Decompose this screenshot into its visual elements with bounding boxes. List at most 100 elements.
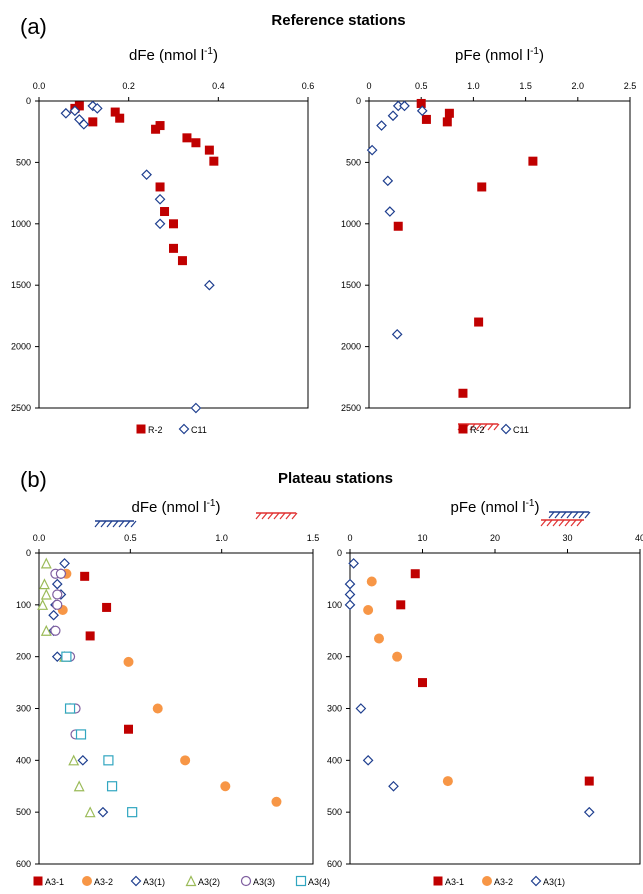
y-tick-label: 1000 [11, 219, 31, 229]
data-point [169, 219, 178, 229]
y-tick-label: 500 [16, 157, 31, 167]
y-tick-label: 0 [26, 548, 31, 558]
series-A3-1 [80, 571, 134, 734]
chart-a-dfe: dFe (nmol l-1) 0.0 0.2 0.4 0.6 0 500 1000 1500 20… [11, 46, 314, 435]
data-point [155, 121, 165, 131]
data-point [169, 243, 178, 253]
data-point [421, 114, 431, 124]
panel-b-section-title: Plateau stations [277, 470, 394, 487]
data-point [51, 651, 63, 663]
chart-b-dfe: dFe (nmol l-1) 0.0 0.5 1.0 1.5 0 100 200 300 400 5… [16, 498, 330, 887]
data-point [271, 796, 282, 807]
plot-frame [368, 100, 631, 409]
data-point [123, 656, 134, 667]
data-point [40, 624, 52, 636]
legend-label: A3(1) [143, 877, 165, 887]
data-point [204, 279, 215, 291]
legend-marker [185, 875, 197, 887]
legend: A3-1 A3-2 A3(1) A3(2) A3(3) A3(4) [33, 875, 330, 887]
y-tick-label: 300 [16, 704, 31, 714]
data-point [103, 755, 114, 766]
y-tick-label: 500 [346, 157, 361, 167]
data-point [73, 780, 85, 792]
data-point [78, 118, 90, 130]
x-tick-label: 10 [417, 533, 427, 543]
data-point [160, 207, 170, 217]
legend-marker [295, 875, 307, 887]
data-point [191, 138, 201, 148]
chart-title: dFe (nmol l-1) [129, 46, 218, 64]
data-point [75, 729, 87, 740]
chart-title: dFe (nmol l-1) [132, 498, 221, 516]
legend-label: C11 [191, 425, 207, 435]
data-point [40, 588, 52, 600]
data-point [88, 117, 98, 127]
data-point [366, 576, 377, 587]
y-tick-label: 1000 [341, 219, 361, 229]
legend-label: A3(1) [543, 877, 565, 887]
x-tick-label: 0.2 [122, 81, 135, 91]
data-point [155, 182, 165, 192]
data-point [418, 678, 427, 688]
data-point [391, 328, 403, 340]
data-point [584, 776, 594, 786]
data-point [102, 602, 112, 612]
data-point [51, 578, 63, 590]
y-tick-label: 0 [356, 96, 361, 106]
data-point [376, 120, 387, 131]
y-tick-label: 400 [327, 755, 342, 765]
data-point [154, 193, 166, 205]
data-point [416, 98, 426, 108]
legend-label: R-2 [470, 425, 485, 435]
data-point [182, 133, 192, 143]
legend-label: A3-1 [445, 877, 464, 887]
legend: A3-1 A3-2 A3(1) [433, 875, 565, 887]
data-point [40, 557, 52, 569]
y-tick-label: 2000 [341, 342, 361, 352]
legend-marker [500, 423, 512, 435]
x-tick-label: 0 [347, 533, 352, 543]
y-tick-label: 600 [327, 859, 342, 869]
chart-b-pfe: pFe (nmol l-1)0 10 20 30 4001002003004005006… [327, 498, 643, 887]
data-point [416, 105, 428, 117]
data-point [344, 578, 356, 590]
legend-marker [136, 424, 146, 434]
data-point [442, 776, 453, 787]
y-tick-label: 400 [16, 755, 31, 765]
legend-marker [33, 876, 43, 886]
x-tick-label: 0.4 [212, 81, 225, 91]
data-point [154, 218, 166, 230]
data-point [124, 724, 134, 734]
series-A3(4) [61, 651, 138, 818]
x-tick-label: 0.0 [33, 533, 46, 543]
data-point [410, 569, 420, 579]
legend-label: A3-1 [45, 877, 64, 887]
series-A3(1) [344, 558, 595, 818]
y-tick-label: 200 [16, 652, 31, 662]
chart-title: pFe (nmol l-1) [451, 498, 540, 516]
legend: R-2 C11 [136, 423, 207, 435]
data-point [362, 754, 374, 766]
legend-label: C11 [513, 425, 529, 435]
y-tick-label: 0 [26, 96, 31, 106]
data-point [68, 754, 80, 766]
data-point [180, 755, 191, 766]
data-point [355, 703, 367, 714]
series-A3(2) [37, 557, 96, 818]
data-point [442, 117, 452, 127]
legend-marker [240, 875, 252, 887]
x-tick-label: 0.5 [415, 81, 428, 91]
data-point [363, 605, 374, 616]
data-point [396, 600, 406, 610]
data-point [458, 388, 468, 398]
data-point [97, 806, 109, 818]
data-point [348, 558, 359, 569]
data-point [77, 754, 89, 766]
data-point [474, 317, 484, 327]
data-point [141, 169, 152, 181]
data-point [37, 598, 49, 610]
chart-a-pfe: pFe (nmol l-1) 0 0.5 1.0 1.5 2.0 2.5 0 500 1000 15… [341, 46, 636, 435]
data-point [74, 101, 84, 111]
legend-marker [433, 876, 443, 886]
data-point [384, 206, 396, 217]
